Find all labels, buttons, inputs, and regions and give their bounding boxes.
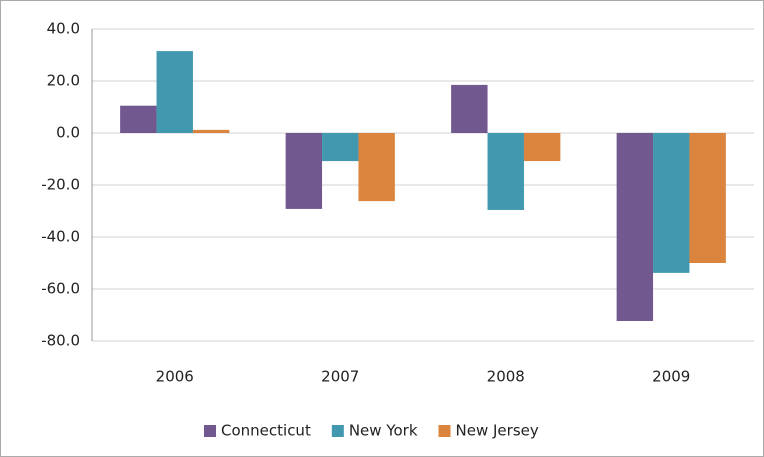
bar — [523, 133, 561, 162]
bar — [689, 133, 726, 263]
bar — [156, 51, 193, 133]
bar — [358, 133, 395, 202]
legend-label: New Jersey — [456, 422, 539, 440]
bar — [653, 133, 690, 273]
bar — [192, 129, 230, 133]
bar — [285, 133, 323, 209]
y-tick-label: -20.0 — [41, 176, 80, 194]
x-tick-label: 2006 — [156, 368, 194, 386]
y-tick-label: 20.0 — [47, 72, 80, 90]
x-tick-label: 2008 — [487, 368, 525, 386]
legend-swatch — [204, 425, 216, 437]
bar — [322, 133, 359, 162]
y-tick-label: -40.0 — [41, 228, 80, 246]
legend-label: Connecticut — [221, 422, 311, 440]
legend-swatch — [438, 425, 451, 437]
x-tick-label: 2009 — [652, 368, 690, 386]
bar — [487, 133, 524, 210]
y-tick-label: -60.0 — [41, 280, 80, 298]
y-tick-label: 40.0 — [47, 20, 80, 38]
y-tick-label: -80.0 — [41, 332, 80, 350]
y-tick-label: 0.0 — [56, 124, 80, 142]
legend-label: New York — [349, 422, 418, 440]
x-tick-label: 2007 — [321, 368, 359, 386]
bar — [451, 84, 488, 133]
legend-swatch — [331, 425, 344, 437]
bar — [616, 133, 654, 321]
bar — [120, 105, 157, 133]
